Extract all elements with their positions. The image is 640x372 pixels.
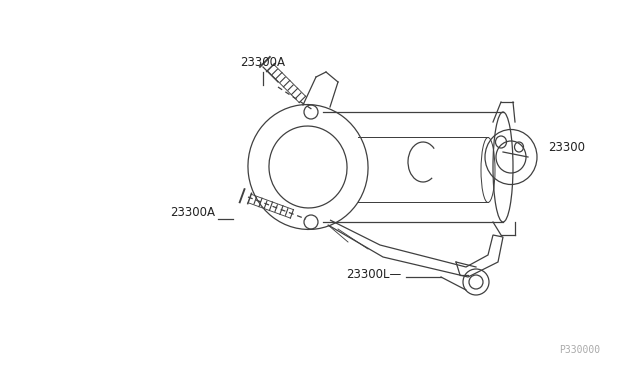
Text: 23300A: 23300A — [170, 205, 216, 218]
Text: P330000: P330000 — [559, 345, 600, 355]
Text: 23300: 23300 — [548, 141, 585, 154]
Text: 23300L—: 23300L— — [346, 267, 401, 280]
Text: 23300A: 23300A — [241, 55, 285, 68]
